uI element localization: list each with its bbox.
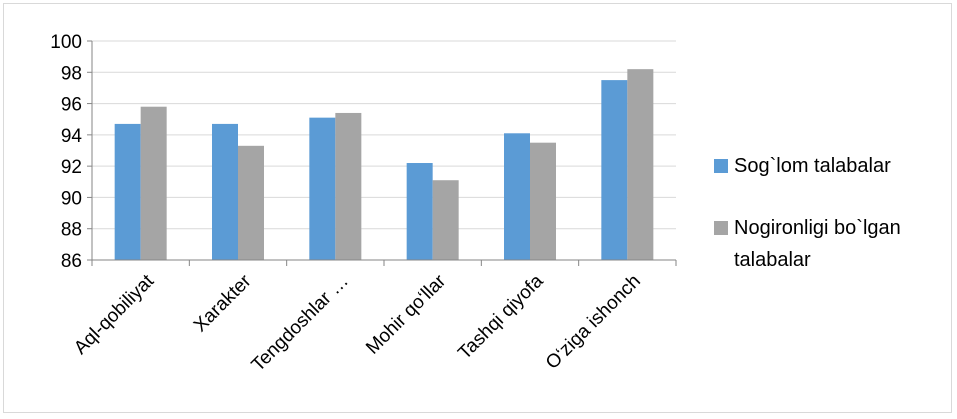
x-tick-label-6: O‘ziga ishonch — [542, 271, 645, 374]
y-tick-label-88: 88 — [61, 220, 82, 241]
y-tick-label-94: 94 — [61, 126, 83, 147]
bar-series-1-2 — [212, 123, 238, 261]
bar-series-1-4 — [406, 163, 433, 260]
legend-item-series-1: Sog`lom talabalar — [714, 150, 949, 182]
y-tick-label-96: 96 — [61, 95, 82, 116]
y-tick-label-100: 100 — [50, 32, 82, 53]
axes — [87, 40, 677, 266]
bar-series-1-6 — [601, 80, 628, 260]
bar-series-2-2 — [238, 145, 264, 260]
gridlines — [92, 40, 676, 230]
x-tick-label-2: Xarakter — [190, 270, 256, 336]
y-tick-label-92: 92 — [61, 157, 82, 178]
bar-series-1-5 — [504, 133, 530, 260]
x-tick-label-5: Tashqi qiyofa — [454, 270, 548, 364]
x-tick-label-4: Mohir qo‘llar — [362, 270, 450, 358]
bar-series-2-6 — [627, 69, 654, 261]
bar-series-2-3 — [335, 112, 362, 260]
bar-series-1-1 — [114, 123, 141, 261]
legend-swatch-series-2 — [714, 221, 728, 235]
legend-label-series-1: Sog`lom talabalar — [734, 155, 891, 177]
y-tick-label-90: 90 — [61, 188, 82, 209]
legend: Sog`lom talabalar Nogironligi bo`lgan ta… — [714, 150, 949, 306]
bars — [114, 69, 654, 261]
y-tick-label-86: 86 — [61, 251, 82, 272]
bar-series-2-4 — [432, 180, 459, 260]
bar-series-2-5 — [530, 142, 556, 260]
legend-item-series-2: Nogironligi bo`lgan talabalar — [714, 212, 949, 276]
x-tick-label-1: Aql-qobiliyat — [70, 270, 159, 359]
y-tick-label-98: 98 — [61, 63, 82, 84]
legend-label-series-2: Nogironligi bo`lgan talabalar — [734, 217, 901, 271]
legend-swatch-series-1 — [714, 159, 728, 173]
bar-series-1-3 — [309, 117, 336, 261]
x-tick-label-3: Tengdoshlar … — [248, 271, 353, 376]
bar-series-2-1 — [140, 106, 167, 260]
